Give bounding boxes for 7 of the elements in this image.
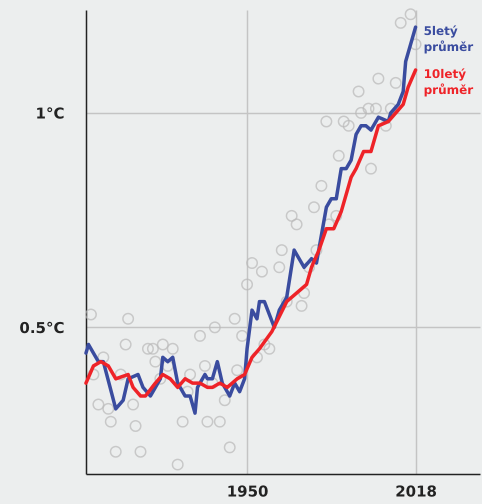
- line-series: [84, 68, 418, 398]
- y-tick-label: 0.5°C: [19, 318, 64, 337]
- series-label: 10letý průměr: [424, 67, 474, 98]
- series-label: 5letý průměr: [424, 24, 474, 54]
- x-tick-label: 2018: [395, 482, 437, 500]
- y-tick-label: 1°C: [36, 104, 64, 122]
- x-tick-label: 1950: [226, 482, 268, 500]
